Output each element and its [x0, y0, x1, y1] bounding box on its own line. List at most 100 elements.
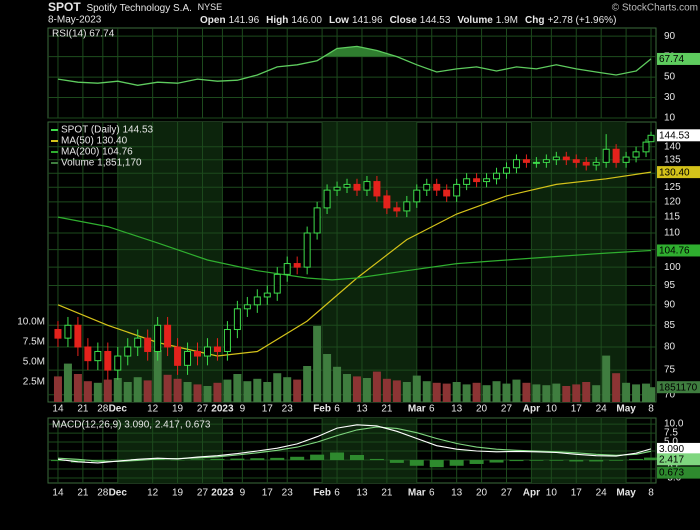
volume-bar [183, 382, 192, 402]
candle-body [403, 201, 411, 212]
x-tick-label: 6 [429, 404, 435, 415]
x-tick-label: 21 [381, 404, 393, 415]
x-tick-label: May [616, 404, 636, 415]
histogram-bar [449, 460, 464, 466]
volume-bar [582, 382, 591, 402]
candle-body [54, 329, 62, 339]
rsi-tag: 67.74 [659, 54, 684, 65]
volume-bar [432, 382, 441, 402]
candle-body [572, 159, 580, 163]
volume-bar [163, 374, 172, 402]
rsi-tag-box [657, 52, 700, 65]
volume-tick-label: 10.0M [17, 317, 45, 328]
volume-bar [532, 384, 541, 402]
x-tick-label: 19 [172, 404, 184, 415]
x-tick-label: 21 [77, 488, 89, 499]
quote-label: High [266, 15, 288, 26]
candle-body [124, 346, 132, 357]
candle-body [144, 337, 152, 352]
candle-body [94, 350, 102, 362]
volume-bar [647, 387, 656, 402]
candle-body [612, 148, 620, 163]
candle-body [562, 156, 570, 161]
legend-entry: SPOT (Daily) 144.53 [61, 125, 154, 136]
close-tag: 144.53 [659, 130, 690, 141]
candle-body [134, 337, 142, 348]
candle-body [323, 189, 331, 209]
volume-bar [482, 385, 491, 402]
candle-body [223, 329, 231, 352]
volume-bar [153, 350, 162, 402]
signal-tag-box [657, 453, 700, 466]
y-tick-label: 135 [664, 154, 681, 165]
x-tick-label: 27 [197, 488, 209, 499]
y-tick-label: 90 [664, 31, 676, 42]
rsi-legend: RSI(14) 67.74 [52, 29, 115, 40]
quote-value: 141.96 [229, 15, 260, 26]
y-tick-label: 95 [664, 280, 676, 291]
quote-value: 141.96 [352, 15, 383, 26]
volume-bar [273, 373, 282, 402]
x-tick-label: 2023 [211, 488, 234, 499]
ma-tag-box [657, 166, 700, 179]
volume-bar [343, 374, 352, 402]
volume-bar [542, 385, 551, 402]
candle-body [263, 292, 271, 298]
volume-bar [203, 386, 212, 402]
x-tick-label: 28 [97, 488, 109, 499]
x-tick-label: 12 [147, 488, 159, 499]
x-tick-label: Mar [408, 488, 426, 499]
x-tick-label: 13 [451, 488, 463, 499]
y-tick-label: 100 [664, 262, 681, 273]
candle-body [114, 355, 122, 371]
x-tick-label: 20 [476, 404, 488, 415]
legend-entry: Volume 1,851,170 [61, 158, 142, 169]
candle-body [592, 161, 600, 166]
histogram-bar [429, 460, 444, 468]
candle-body [423, 183, 431, 191]
candle-body [582, 161, 590, 166]
volume-bar [612, 373, 621, 402]
x-tick-label: 17 [262, 404, 274, 415]
histogram-bar [369, 458, 384, 461]
quote-value: 146.00 [291, 15, 322, 26]
candle-body [253, 296, 261, 306]
candle-body [363, 181, 371, 191]
x-tick-label: 12 [147, 404, 159, 415]
volume-bar [323, 354, 332, 402]
exchange: NYSE [198, 2, 223, 12]
x-tick-label: Mar [408, 404, 426, 415]
y-tick-label: 70 [664, 389, 676, 400]
y-tick-label: 10 [664, 113, 676, 124]
volume-bar [512, 379, 521, 402]
volume-bar [223, 379, 232, 402]
legend-entry: MA(200) 104.76 [61, 147, 133, 158]
candle-body [353, 183, 361, 191]
histogram-bar [589, 460, 604, 462]
volume-bar [123, 382, 132, 402]
y-tick-label: 90 [664, 299, 676, 310]
volume-bar [143, 380, 152, 402]
volume-bar [552, 383, 561, 402]
quote-label: Close [390, 15, 418, 26]
x-tick-label: 24 [596, 404, 608, 415]
candle-body [104, 350, 112, 371]
x-tick-label: 6 [429, 488, 435, 499]
x-tick-label: 27 [197, 404, 209, 415]
histogram-bar [330, 452, 345, 461]
month-band [322, 122, 417, 402]
candle-body [622, 156, 630, 163]
x-tick-label: 23 [282, 488, 294, 499]
y-tick-label: 80 [664, 342, 676, 353]
volume-tick-label: 5.0M [23, 357, 45, 368]
quote-value: 144.53 [420, 15, 451, 26]
x-tick-label: 17 [571, 404, 583, 415]
candle-body [333, 186, 341, 191]
macd-line [57, 424, 652, 464]
volume-tick-label: 2.5M [23, 377, 45, 388]
volume-bar [93, 382, 102, 402]
close-tag-box [657, 129, 700, 142]
y-tick-label: 110 [664, 228, 680, 239]
histogram-bar [310, 454, 325, 461]
volume-bar [233, 374, 242, 402]
